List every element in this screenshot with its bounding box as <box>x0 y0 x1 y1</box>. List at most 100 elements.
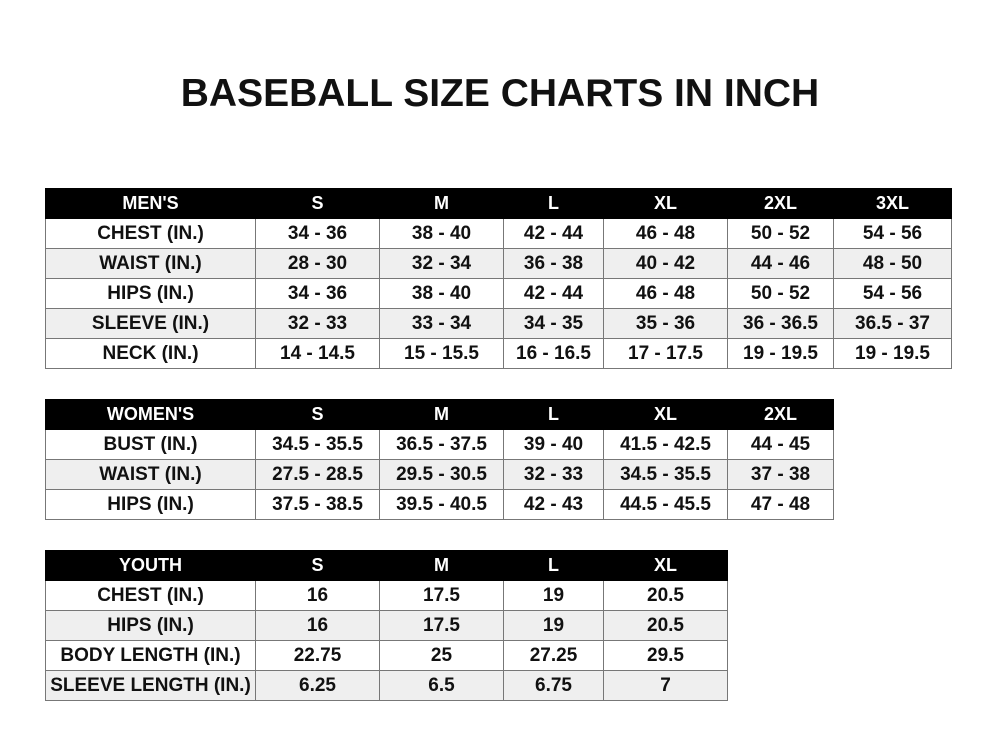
measurement-cell: 6.75 <box>503 670 604 701</box>
measurement-cell: 42 - 44 <box>503 278 604 309</box>
measurement-cell: 7 <box>603 670 728 701</box>
header-row: WOMEN'S S M L XL 2XL <box>45 399 834 430</box>
measurement-cell: 16 - 16.5 <box>503 338 604 369</box>
measurement-cell: 19 - 19.5 <box>833 338 952 369</box>
measurement-cell: 39 - 40 <box>503 429 604 460</box>
measurement-cell: 19 <box>503 610 604 641</box>
table-row: CHEST (IN.) 34 - 36 38 - 40 42 - 44 46 - 48 5… <box>45 218 952 249</box>
measurement-label: WAIST (IN.) <box>45 459 256 490</box>
size-header: S <box>255 550 380 581</box>
category-header: WOMEN'S <box>45 399 256 430</box>
size-header: L <box>503 188 604 219</box>
measurement-cell: 35 - 36 <box>603 308 728 339</box>
measurement-cell: 34.5 - 35.5 <box>603 459 728 490</box>
women-size-table: WOMEN'S S M L XL 2XL BUST (IN.) 34.5 - 35.5 36.5… <box>45 399 834 520</box>
measurement-label: HIPS (IN.) <box>45 489 256 520</box>
measurement-cell: 44 - 45 <box>727 429 834 460</box>
measurement-label: CHEST (IN.) <box>45 218 256 249</box>
size-header: M <box>379 399 504 430</box>
measurement-label: HIPS (IN.) <box>45 610 256 641</box>
table-row: SLEEVE (IN.) 32 - 33 33 - 34 34 - 35 35 - 36… <box>45 308 952 339</box>
men-size-table: MEN'S S M L XL 2XL 3XL CHEST (IN.) 34 - 36 38 - 4… <box>45 188 952 369</box>
measurement-cell: 54 - 56 <box>833 278 952 309</box>
measurement-cell: 48 - 50 <box>833 248 952 279</box>
measurement-cell: 39.5 - 40.5 <box>379 489 504 520</box>
measurement-cell: 38 - 40 <box>379 218 504 249</box>
youth-size-table: YOUTH S M L XL CHEST (IN.) 16 17.5 19 20.5 HIPS (I… <box>45 550 728 701</box>
table-row: WAIST (IN.) 28 - 30 32 - 34 36 - 38 40 - 42 4… <box>45 248 952 279</box>
measurement-cell: 34 - 36 <box>255 218 380 249</box>
measurement-cell: 19 - 19.5 <box>727 338 834 369</box>
measurement-label: BUST (IN.) <box>45 429 256 460</box>
measurement-cell: 41.5 - 42.5 <box>603 429 728 460</box>
measurement-cell: 19 <box>503 580 604 611</box>
size-header: 2XL <box>727 188 834 219</box>
measurement-cell: 38 - 40 <box>379 278 504 309</box>
measurement-cell: 16 <box>255 610 380 641</box>
size-header: L <box>503 399 604 430</box>
table-row: BODY LENGTH (IN.) 22.75 25 27.25 29.5 <box>45 640 728 671</box>
measurement-cell: 28 - 30 <box>255 248 380 279</box>
measurement-cell: 6.25 <box>255 670 380 701</box>
size-header: 2XL <box>727 399 834 430</box>
size-header: XL <box>603 550 728 581</box>
table-row: BUST (IN.) 34.5 - 35.5 36.5 - 37.5 39 - 40 4… <box>45 429 834 460</box>
measurement-cell: 32 - 33 <box>255 308 380 339</box>
measurement-cell: 29.5 - 30.5 <box>379 459 504 490</box>
measurement-cell: 32 - 33 <box>503 459 604 490</box>
measurement-cell: 37 - 38 <box>727 459 834 490</box>
table-row: NECK (IN.) 14 - 14.5 15 - 15.5 16 - 16.5 17 … <box>45 338 952 369</box>
measurement-cell: 50 - 52 <box>727 218 834 249</box>
measurement-cell: 32 - 34 <box>379 248 504 279</box>
measurement-cell: 36.5 - 37 <box>833 308 952 339</box>
measurement-cell: 14 - 14.5 <box>255 338 380 369</box>
table-row: WAIST (IN.) 27.5 - 28.5 29.5 - 30.5 32 - 33… <box>45 459 834 490</box>
measurement-cell: 46 - 48 <box>603 218 728 249</box>
size-header: 3XL <box>833 188 952 219</box>
measurement-cell: 36.5 - 37.5 <box>379 429 504 460</box>
size-header: XL <box>603 399 728 430</box>
measurement-cell: 20.5 <box>603 580 728 611</box>
measurement-cell: 42 - 44 <box>503 218 604 249</box>
header-row: YOUTH S M L XL <box>45 550 728 581</box>
table-row: HIPS (IN.) 37.5 - 38.5 39.5 - 40.5 42 - 43 4… <box>45 489 834 520</box>
table-row: HIPS (IN.) 34 - 36 38 - 40 42 - 44 46 - 48 50… <box>45 278 952 309</box>
measurement-cell: 37.5 - 38.5 <box>255 489 380 520</box>
category-header: MEN'S <box>45 188 256 219</box>
measurement-cell: 17.5 <box>379 610 504 641</box>
measurement-cell: 20.5 <box>603 610 728 641</box>
size-header: XL <box>603 188 728 219</box>
measurement-cell: 25 <box>379 640 504 671</box>
table-row: HIPS (IN.) 16 17.5 19 20.5 <box>45 610 728 641</box>
measurement-label: SLEEVE (IN.) <box>45 308 256 339</box>
measurement-cell: 27.5 - 28.5 <box>255 459 380 490</box>
measurement-cell: 36 - 36.5 <box>727 308 834 339</box>
measurement-cell: 40 - 42 <box>603 248 728 279</box>
measurement-label: BODY LENGTH (IN.) <box>45 640 256 671</box>
measurement-cell: 44 - 46 <box>727 248 834 279</box>
size-header: L <box>503 550 604 581</box>
measurement-cell: 17 - 17.5 <box>603 338 728 369</box>
measurement-cell: 6.5 <box>379 670 504 701</box>
measurement-cell: 46 - 48 <box>603 278 728 309</box>
measurement-label: CHEST (IN.) <box>45 580 256 611</box>
size-header: S <box>255 399 380 430</box>
measurement-label: HIPS (IN.) <box>45 278 256 309</box>
measurement-cell: 47 - 48 <box>727 489 834 520</box>
size-header: S <box>255 188 380 219</box>
measurement-cell: 33 - 34 <box>379 308 504 339</box>
category-header: YOUTH <box>45 550 256 581</box>
measurement-label: NECK (IN.) <box>45 338 256 369</box>
measurement-cell: 36 - 38 <box>503 248 604 279</box>
measurement-cell: 42 - 43 <box>503 489 604 520</box>
size-header: M <box>379 188 504 219</box>
table-row: CHEST (IN.) 16 17.5 19 20.5 <box>45 580 728 611</box>
header-row: MEN'S S M L XL 2XL 3XL <box>45 188 952 219</box>
measurement-cell: 34 - 36 <box>255 278 380 309</box>
measurement-cell: 22.75 <box>255 640 380 671</box>
measurement-cell: 27.25 <box>503 640 604 671</box>
size-header: M <box>379 550 504 581</box>
measurement-label: SLEEVE LENGTH (IN.) <box>45 670 256 701</box>
measurement-label: WAIST (IN.) <box>45 248 256 279</box>
measurement-cell: 54 - 56 <box>833 218 952 249</box>
